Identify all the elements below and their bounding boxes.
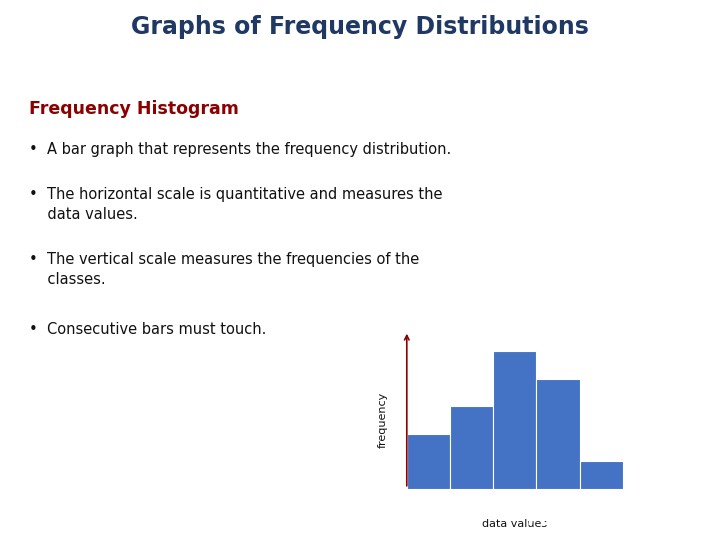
Text: Graphs of Frequency Distributions: Graphs of Frequency Distributions [131,15,589,39]
Bar [580,461,623,489]
Text: frequency: frequency [378,392,388,448]
Bar [493,352,536,489]
Text: Frequency Histogram: Frequency Histogram [29,100,238,118]
Text: data values: data values [482,519,547,529]
Text: 24: 24 [686,515,698,525]
Bar [407,434,450,489]
Text: •  The vertical scale measures the frequencies of the
    classes.: • The vertical scale measures the freque… [29,252,419,287]
Text: •  Consecutive bars must touch.: • Consecutive bars must touch. [29,322,266,337]
Text: Copyright © 2015, 2012, and 2009 Pearson Education, Inc.: Copyright © 2015, 2012, and 2009 Pearson… [175,515,401,524]
Bar [536,379,580,489]
Text: •  A bar graph that represents the frequency distribution.: • A bar graph that represents the freque… [29,143,451,157]
Text: •  The horizontal scale is quantitative and measures the
    data values.: • The horizontal scale is quantitative a… [29,187,442,222]
Text: PEARSON: PEARSON [528,511,624,529]
Text: ALWAYS LEARNING: ALWAYS LEARNING [14,515,109,524]
Bar [450,406,493,489]
